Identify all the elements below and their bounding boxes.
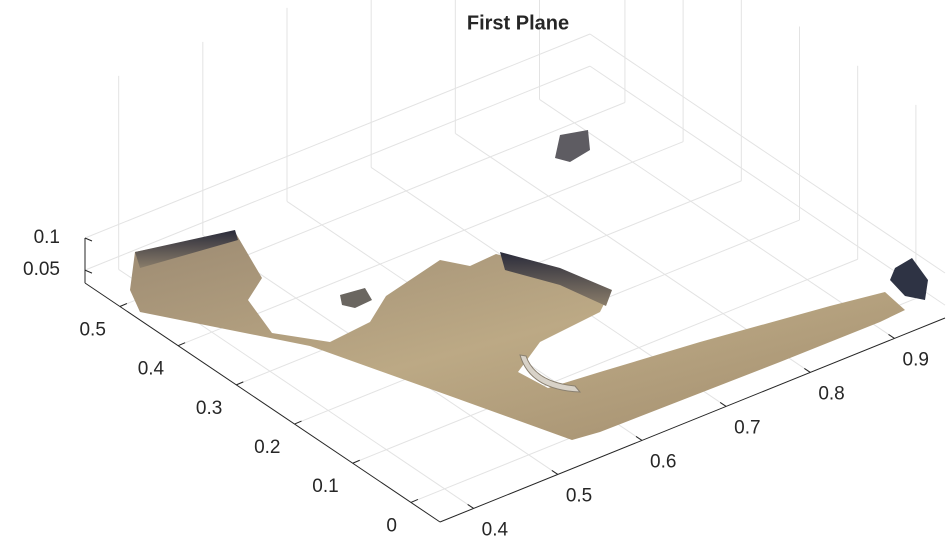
z-tick-label: 0.1 xyxy=(34,227,60,248)
x-axis xyxy=(439,317,946,523)
patch xyxy=(340,288,372,308)
y-tick xyxy=(236,381,244,386)
y-tick-label: 0.5 xyxy=(79,320,105,341)
x-tick xyxy=(804,367,811,373)
chart-title: First Plane xyxy=(467,12,569,34)
grid-line xyxy=(539,98,895,339)
patch xyxy=(555,130,590,162)
point-cloud xyxy=(130,130,928,440)
grid-line xyxy=(589,33,946,274)
x-tick-label: 0.6 xyxy=(650,451,676,472)
plane-points xyxy=(130,232,905,440)
grid-line xyxy=(84,33,591,239)
z-tick xyxy=(84,237,93,242)
y-tick xyxy=(294,420,302,425)
y-tick-label: 0.1 xyxy=(312,476,338,497)
grid-line xyxy=(177,141,684,347)
x-tick xyxy=(635,435,643,441)
x-tick-label: 0.4 xyxy=(482,519,509,540)
x-tick xyxy=(551,469,559,475)
y-tick-label: 0.4 xyxy=(138,359,165,380)
x-tick-label: 0.5 xyxy=(566,485,592,506)
dark-edge xyxy=(135,230,238,268)
x-tick xyxy=(467,503,474,509)
y-tick xyxy=(410,498,419,503)
grid-line xyxy=(589,65,946,306)
y-tick-label: 0 xyxy=(386,515,397,536)
dark-edge xyxy=(500,252,612,306)
x-tick-label: 0.8 xyxy=(818,383,844,404)
patch xyxy=(890,258,928,300)
x-tick xyxy=(888,333,895,339)
x-tick xyxy=(719,401,727,407)
grid-line xyxy=(84,65,591,271)
z-tick xyxy=(84,269,93,274)
y-tick xyxy=(119,303,128,307)
z-tick-label: 0.05 xyxy=(23,259,60,280)
curved-object xyxy=(519,354,582,393)
y-tick-label: 0.3 xyxy=(196,398,222,419)
x-tick-label: 0.9 xyxy=(903,349,929,370)
y-axis xyxy=(84,282,441,523)
x-tick-label: 0.7 xyxy=(734,417,760,438)
y-tick xyxy=(177,342,186,347)
y-tick xyxy=(352,459,360,464)
grid-line xyxy=(352,258,858,464)
y-tick-label: 0.2 xyxy=(254,437,280,458)
